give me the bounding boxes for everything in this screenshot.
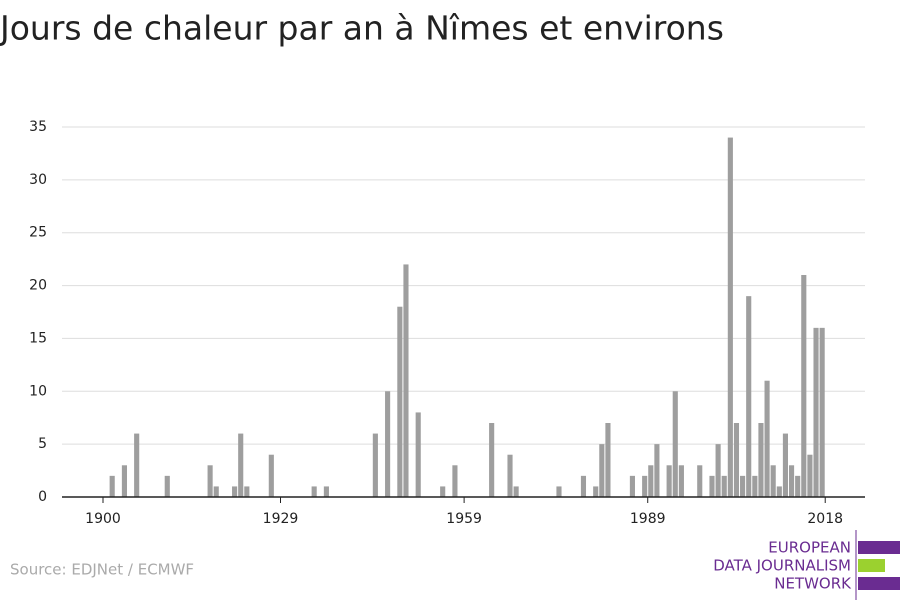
bar xyxy=(415,412,421,497)
x-tick-label: 2018 xyxy=(807,511,843,527)
bar xyxy=(556,486,562,497)
bar xyxy=(807,454,813,497)
bar xyxy=(795,475,801,497)
bar xyxy=(648,465,654,497)
logo-bar xyxy=(858,577,900,590)
bar xyxy=(268,454,274,497)
bar xyxy=(752,475,758,497)
bar xyxy=(599,444,605,497)
bar xyxy=(207,465,213,497)
bar xyxy=(513,486,519,497)
y-tick-label: 5 xyxy=(38,436,47,452)
logo-text: EUROPEAN xyxy=(768,539,851,557)
x-tick-label: 1929 xyxy=(263,511,299,527)
bar xyxy=(709,475,715,497)
chart-title: Jours de chaleur par an à Nîmes et envir… xyxy=(0,9,724,48)
x-tick-label: 1989 xyxy=(630,511,666,527)
logo-text: DATA JOURNALISM xyxy=(713,557,851,575)
bar xyxy=(507,454,513,497)
bar xyxy=(452,465,458,497)
bar xyxy=(813,327,819,497)
bar xyxy=(727,137,733,498)
bar xyxy=(232,486,238,497)
y-tick-label: 0 xyxy=(38,489,47,505)
source: Source: EDJNet / ECMWF xyxy=(10,561,194,579)
y-tick-label: 15 xyxy=(29,330,47,346)
bar xyxy=(629,475,635,497)
bar xyxy=(121,465,127,497)
bar xyxy=(397,306,403,497)
x-tick-label: 1959 xyxy=(446,511,482,527)
bar xyxy=(593,486,599,497)
bar xyxy=(385,391,391,497)
bar xyxy=(164,475,170,497)
bar xyxy=(666,465,672,497)
bar xyxy=(776,486,782,497)
bar xyxy=(440,486,446,497)
bar xyxy=(721,475,727,497)
bar xyxy=(678,465,684,497)
bar xyxy=(746,296,752,497)
x-tick-label: 1900 xyxy=(85,511,121,527)
bar xyxy=(788,465,795,497)
bar xyxy=(323,486,329,497)
bar xyxy=(605,423,611,497)
y-tick-label: 35 xyxy=(29,119,47,135)
bar xyxy=(758,423,764,497)
bar xyxy=(764,380,770,497)
y-tick-label: 10 xyxy=(29,383,47,399)
bar xyxy=(770,465,776,497)
bar xyxy=(715,444,721,497)
bar xyxy=(801,275,807,497)
bar xyxy=(580,475,587,497)
logo-bar xyxy=(858,559,885,572)
bar xyxy=(782,433,788,497)
bar xyxy=(311,486,317,497)
bar xyxy=(819,327,825,497)
bar xyxy=(403,264,409,497)
logo-text: NETWORK xyxy=(774,575,852,593)
logo-bar xyxy=(858,541,900,554)
bar xyxy=(109,475,115,497)
bar xyxy=(244,486,250,497)
bar xyxy=(238,433,244,497)
y-tick-label: 30 xyxy=(29,172,47,188)
y-tick-label: 25 xyxy=(29,225,47,241)
bar xyxy=(672,391,678,497)
bar xyxy=(733,423,740,497)
y-tick-label: 20 xyxy=(29,278,47,294)
bar xyxy=(654,444,660,497)
bar xyxy=(489,423,495,497)
bar xyxy=(213,486,219,497)
bar xyxy=(697,465,703,497)
bar xyxy=(740,475,746,497)
bar xyxy=(372,433,378,497)
bar xyxy=(642,475,648,497)
bar xyxy=(134,433,140,497)
